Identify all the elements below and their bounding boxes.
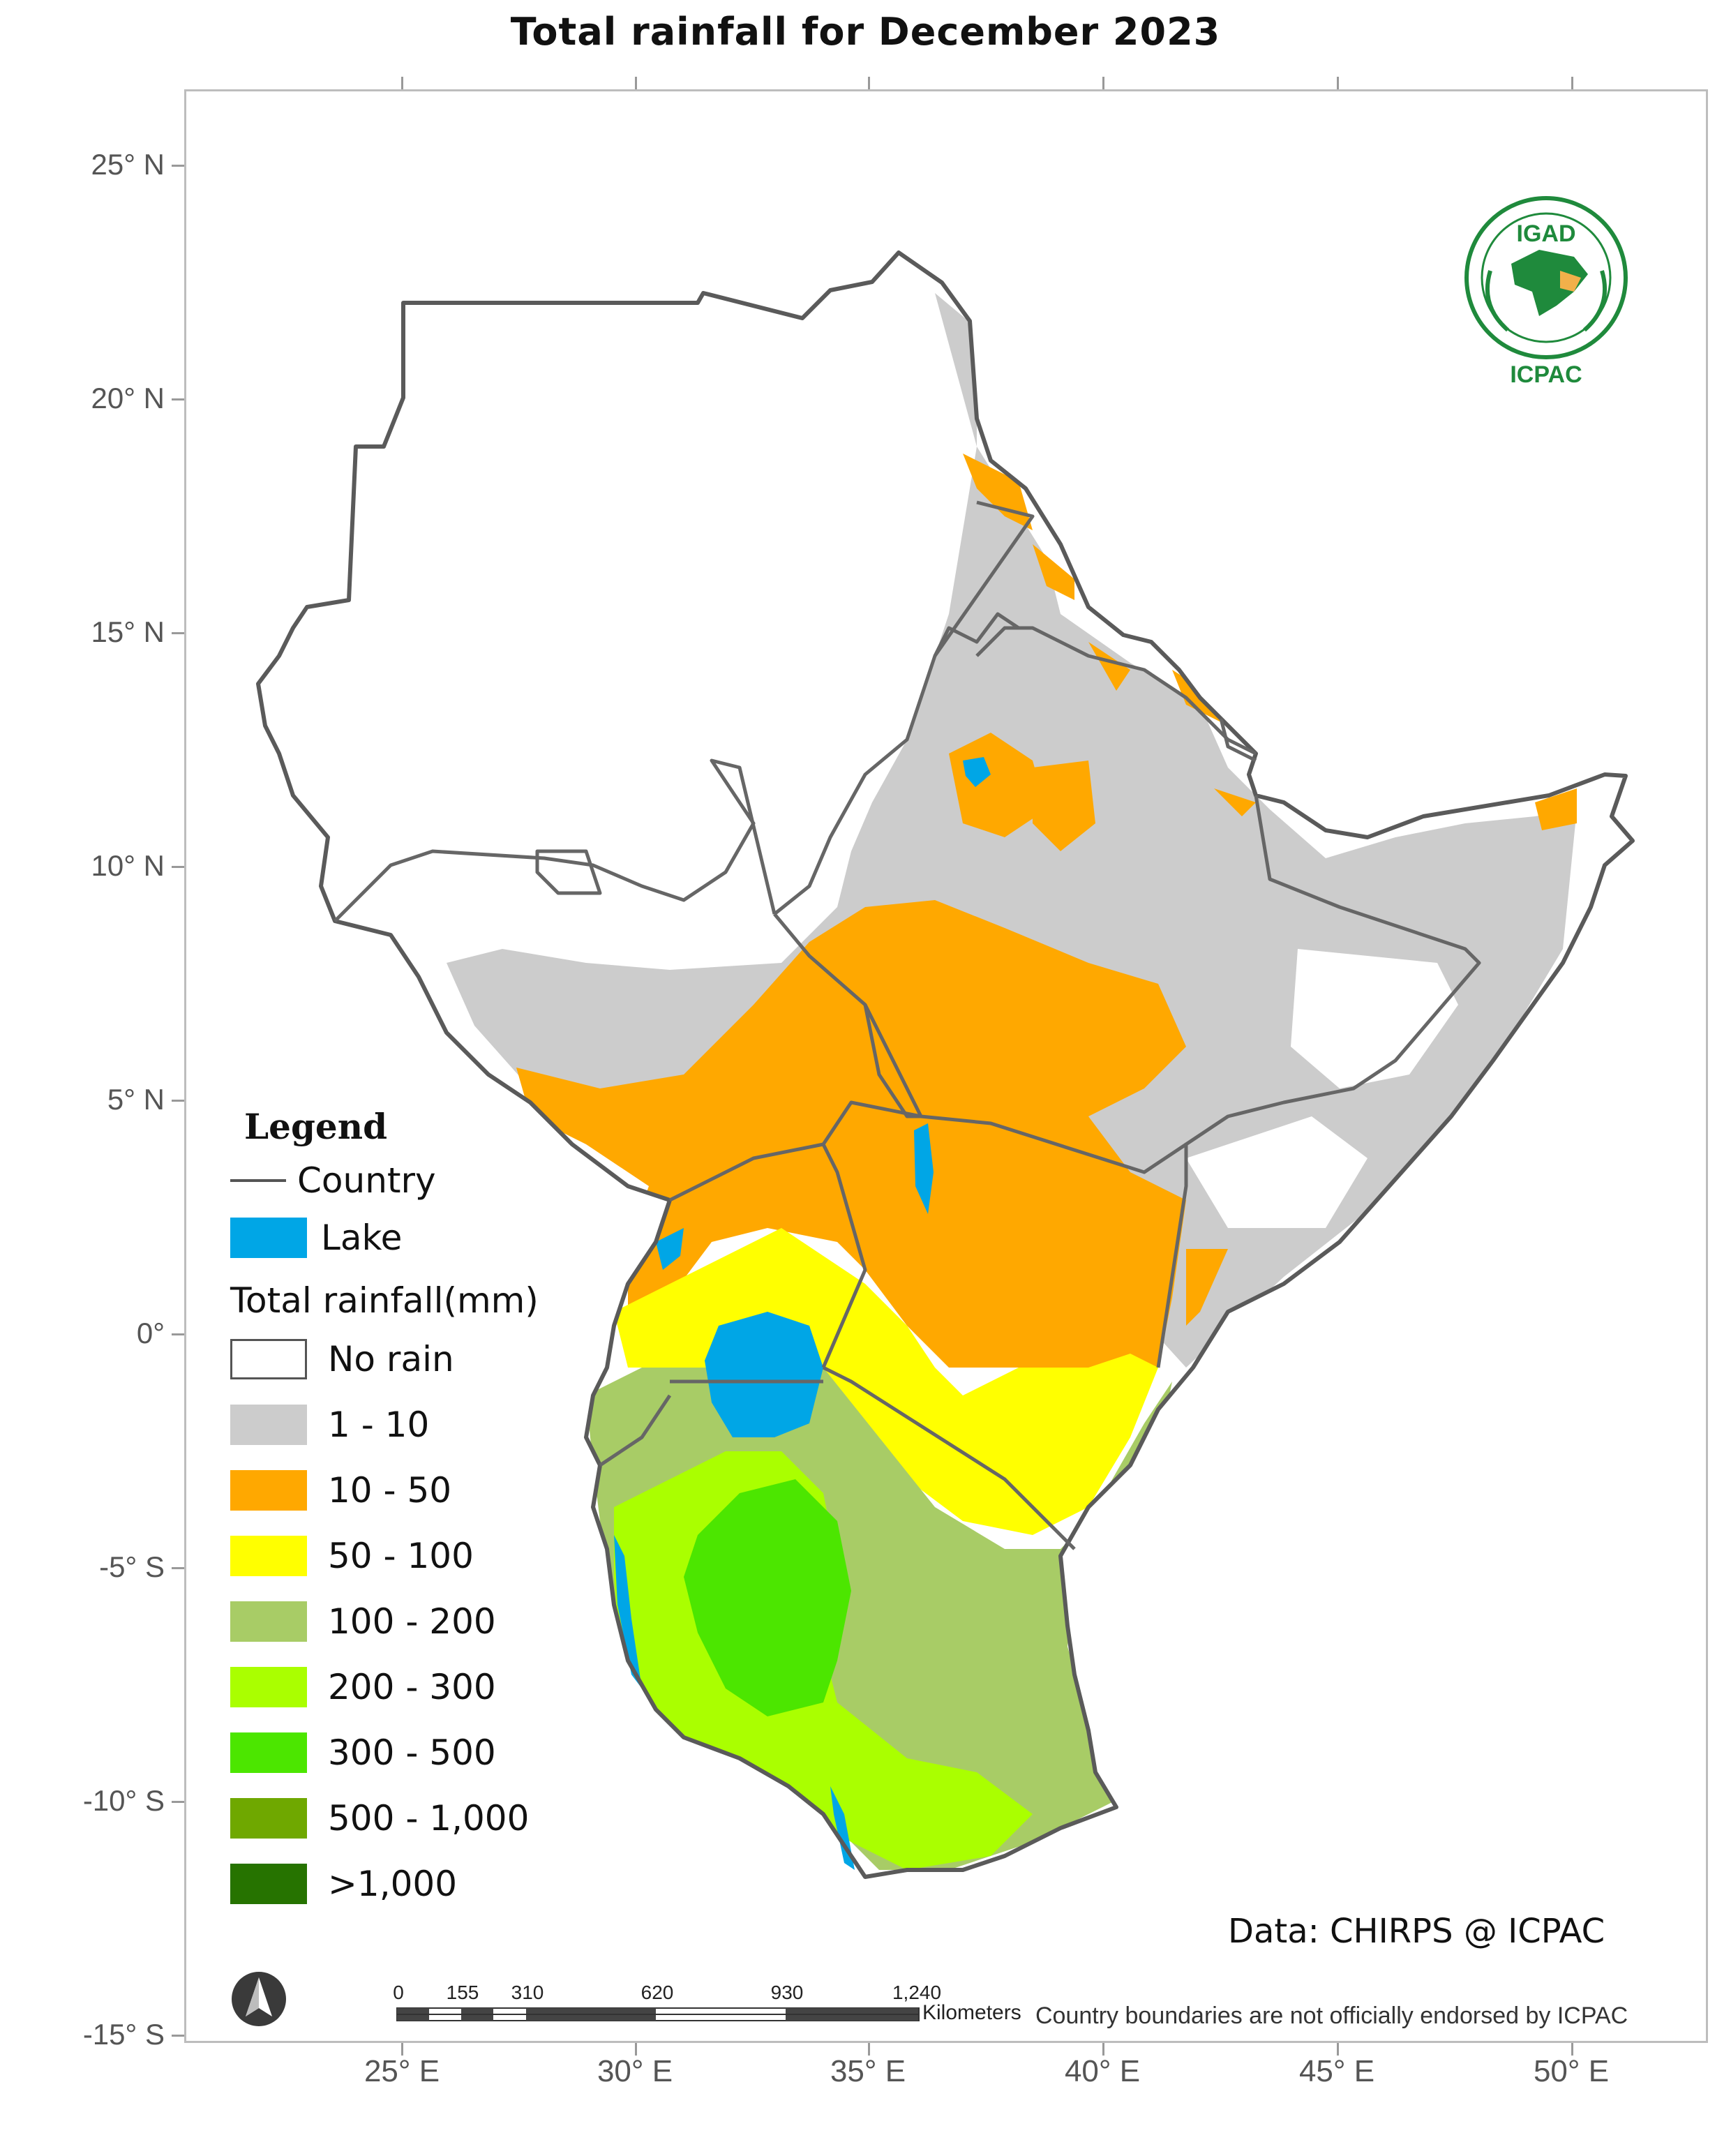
- legend-class-swatch: [230, 1339, 307, 1379]
- icpac-logo: [1464, 196, 1628, 359]
- legend-title: Legend: [244, 1106, 388, 1147]
- legend-class-row: >1,000: [230, 1864, 457, 1904]
- lat-tick: [172, 1801, 184, 1803]
- scale-label: 620: [640, 1982, 674, 2003]
- legend-class-label: 200 - 300: [328, 1667, 496, 1707]
- lat-label-20n: 20° N: [91, 382, 165, 414]
- lake-swatch: [230, 1218, 307, 1258]
- legend-class-swatch: [230, 1536, 307, 1576]
- lon-tick: [1571, 2043, 1573, 2056]
- legend-class-swatch: [230, 1798, 307, 1839]
- lat-tick: [172, 1567, 184, 1569]
- logo-icpac-text: ICPAC: [1510, 361, 1582, 388]
- lon-tick: [635, 2043, 637, 2056]
- lon-tick: [635, 77, 637, 89]
- legend-class-label: >1,000: [328, 1864, 458, 1904]
- lon-tick: [401, 2043, 403, 2056]
- legend-lake-row: Lake: [230, 1218, 402, 1258]
- lon-tick: [868, 77, 870, 89]
- lat-tick: [172, 1333, 184, 1335]
- lake-turkana: [914, 1123, 934, 1214]
- lat-tick: [172, 165, 184, 167]
- lat-label-5s: -5° S: [99, 1550, 165, 1583]
- lake-tanganyika: [614, 1535, 642, 1689]
- north-arrow-icon: [232, 1972, 286, 2026]
- lat-tick: [172, 398, 184, 400]
- lon-tick: [1571, 77, 1573, 89]
- scale-unit: Kilometers: [922, 2001, 1021, 2024]
- lon-tick: [1337, 77, 1339, 89]
- scale-label: 0: [393, 1982, 404, 2003]
- data-source-note: Data: CHIRPS @ ICPAC: [1228, 1912, 1605, 1951]
- legend-country-row: Country: [230, 1160, 436, 1201]
- lon-label-25e: 25° E: [364, 2054, 440, 2088]
- legend-class-row: 50 - 100: [230, 1536, 474, 1576]
- legend-country-label: Country: [297, 1160, 436, 1201]
- lon-label-45e: 45° E: [1298, 2054, 1375, 2088]
- logo-igad-text: IGAD: [1516, 220, 1576, 247]
- legend-class-row: 1 - 10: [230, 1405, 429, 1445]
- legend-class-label: 10 - 50: [328, 1470, 452, 1511]
- lat-label-10s: -10° S: [82, 1784, 165, 1817]
- legend-class-row: 500 - 1,000: [230, 1798, 529, 1839]
- legend-class-label: No rain: [328, 1339, 454, 1379]
- boundary-disclaimer: Country boundaries are not officially en…: [1035, 2002, 1628, 2029]
- legend-class-swatch: [230, 1732, 307, 1773]
- lon-label-50e: 50° E: [1533, 2054, 1610, 2088]
- map-frame: [184, 89, 1708, 2043]
- legend-class-label: 300 - 500: [328, 1732, 496, 1773]
- legend-rain-title-row: Total rainfall(mm): [230, 1280, 539, 1321]
- lat-label-15s: -15° S: [82, 2018, 165, 2051]
- lake-victoria: [705, 1312, 823, 1437]
- legend-lake-label: Lake: [321, 1218, 403, 1258]
- legend-class-label: 500 - 1,000: [328, 1798, 530, 1839]
- scale-bar: [396, 2007, 920, 2021]
- lake-tana: [963, 757, 991, 787]
- lat-label-15n: 15° N: [91, 615, 165, 648]
- scale-label: 310: [511, 1982, 544, 2003]
- lat-label-10n: 10° N: [91, 849, 165, 882]
- lat-label-25n: 25° N: [91, 148, 165, 181]
- legend-class-swatch: [230, 1405, 307, 1445]
- scale-label: 155: [446, 1982, 479, 2003]
- lon-tick: [1337, 2043, 1339, 2056]
- lat-label-5n: 5° N: [107, 1083, 165, 1116]
- legend-class-swatch: [230, 1601, 307, 1642]
- legend-class-row: 300 - 500: [230, 1732, 496, 1773]
- map-title: Total rainfall for December 2023: [510, 10, 1221, 54]
- lon-tick: [868, 2043, 870, 2056]
- region-outline: [256, 250, 1635, 1879]
- country-borders: [334, 500, 1481, 1550]
- legend-class-label: 100 - 200: [328, 1601, 496, 1642]
- lat-tick: [172, 632, 184, 634]
- lat-label-0: 0°: [136, 1317, 165, 1349]
- scale-label: 1,240: [892, 1982, 942, 2003]
- legend-class-swatch: [230, 1470, 307, 1511]
- legend-class-row: 10 - 50: [230, 1470, 451, 1511]
- legend-class-row: 100 - 200: [230, 1601, 496, 1642]
- lat-tick: [172, 1100, 184, 1102]
- legend-rain-title: Total rainfall(mm): [230, 1280, 539, 1321]
- lon-tick: [401, 77, 403, 89]
- legend-class-swatch: [230, 1667, 307, 1707]
- lat-tick: [172, 2035, 184, 2037]
- legend-class-row: 200 - 300: [230, 1667, 496, 1707]
- lon-label-35e: 35° E: [830, 2054, 906, 2088]
- lon-tick: [1102, 2043, 1104, 2056]
- lake-albert: [656, 1228, 684, 1270]
- country-line-icon: [230, 1179, 286, 1182]
- legend-class-row: No rain: [230, 1339, 454, 1379]
- legend-class-label: 1 - 10: [328, 1405, 430, 1445]
- lon-label-40e: 40° E: [1064, 2054, 1141, 2088]
- lon-label-30e: 30° E: [597, 2054, 673, 2088]
- legend-class-label: 50 - 100: [328, 1536, 474, 1576]
- scale-label: 930: [770, 1982, 804, 2003]
- lon-tick: [1102, 77, 1104, 89]
- legend: Legend Country Lake Total rainfall(mm) N…: [230, 1106, 663, 1904]
- lat-tick: [172, 866, 184, 868]
- legend-class-swatch: [230, 1864, 307, 1904]
